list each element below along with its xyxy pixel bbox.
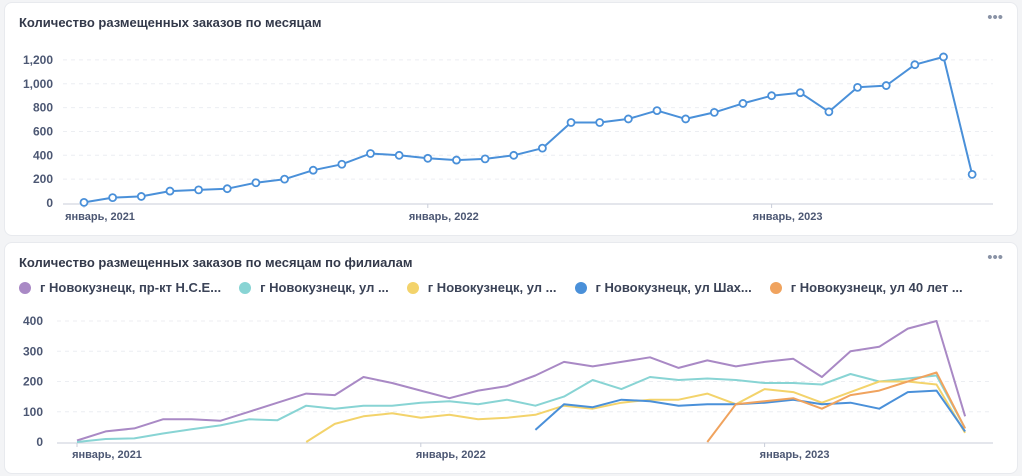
x-tick-label: январь, 2022 (416, 449, 486, 461)
data-point[interactable] (394, 150, 404, 160)
data-point[interactable] (509, 150, 519, 160)
data-point[interactable] (165, 186, 175, 196)
series-line-0[interactable] (83, 55, 974, 204)
data-point[interactable] (366, 149, 375, 158)
card-title: Количество размещенных заказов по месяца… (19, 255, 413, 270)
y-tick-label: 0 (46, 196, 53, 210)
more-options-icon[interactable]: ••• (987, 249, 1003, 266)
legend-dot (574, 281, 587, 294)
orders-by-branch-card: Количество размещенных заказов по месяца… (4, 242, 1018, 474)
y-tick-label: 400 (33, 148, 53, 162)
more-options-icon[interactable]: ••• (987, 9, 1003, 26)
chart-legend: г Новокузнецк, пр-кт Н.С.Е... г Новокузне… (19, 280, 981, 295)
data-point[interactable] (222, 184, 232, 194)
legend-dot (239, 281, 252, 294)
data-point[interactable] (452, 155, 461, 165)
data-point[interactable] (939, 52, 948, 62)
data-point[interactable] (595, 118, 605, 127)
x-tick-label: январь, 2022 (409, 211, 479, 223)
data-point[interactable] (881, 81, 891, 90)
y-tick-label: 200 (23, 375, 43, 389)
y-tick-label: 400 (23, 314, 43, 328)
data-point[interactable] (280, 174, 289, 184)
series-line-1[interactable] (76, 373, 966, 443)
data-point[interactable] (681, 114, 691, 124)
data-point[interactable] (709, 107, 719, 117)
legend-label: г Новокузнецк, пр-кт Н.С.Е... (40, 280, 222, 295)
data-point[interactable] (623, 114, 633, 124)
data-point[interactable] (652, 106, 662, 115)
data-point[interactable] (79, 198, 89, 207)
legend-dot (19, 281, 31, 294)
data-point[interactable] (566, 118, 576, 127)
branch-line-chart: 0 100 200 300 400 январь, 2021 январь, 2022 янв… (23, 314, 993, 461)
y-tick-label: 1,200 (23, 53, 53, 67)
x-tick-label: январь, 2023 (760, 449, 830, 461)
data-point[interactable] (910, 60, 920, 70)
legend-label: г Новокузнецк, ул ... (260, 280, 389, 295)
y-tick-label: 100 (23, 405, 43, 419)
x-tick-label: январь, 2021 (72, 449, 142, 461)
data-point[interactable] (308, 165, 318, 175)
legend-dot (406, 281, 419, 294)
x-tick-label: январь, 2021 (65, 211, 135, 223)
data-point[interactable] (337, 159, 347, 169)
legend-label: г Новокузнецк, ул ... (427, 280, 557, 295)
legend-item[interactable]: г Новокузнецк, пр-кт Н.С.Е... (19, 280, 221, 295)
data-point[interactable] (538, 143, 547, 153)
legend-item[interactable]: г Новокузнецк, ул ... (406, 280, 557, 295)
legend-item[interactable]: г Новокузнецк, ул ... (239, 280, 389, 295)
data-point[interactable] (194, 185, 204, 195)
legend-label: г Новокузнецк, ул Шах... (595, 280, 752, 295)
data-point[interactable] (767, 91, 776, 101)
y-tick-label: 200 (33, 172, 53, 186)
data-point[interactable] (136, 192, 146, 201)
data-point[interactable] (738, 99, 748, 108)
data-point[interactable] (251, 178, 261, 188)
y-tick-label: 1,000 (23, 77, 53, 91)
series-line-4[interactable] (706, 371, 966, 443)
card-title: Количество размещенных заказов по месяца… (19, 15, 322, 30)
data-point[interactable] (795, 88, 805, 98)
data-point[interactable] (423, 153, 433, 163)
orders-by-month-card: Количество размещенных заказов по месяца… (4, 2, 1018, 236)
orders-line-chart: 0 200 400 600 800 1,000 1,200 январь, 2021 январ… (23, 52, 993, 223)
y-tick-label: 300 (23, 344, 43, 358)
data-point[interactable] (967, 169, 977, 179)
legend-label: г Новокузнецк, ул 40 лет ... (790, 280, 963, 295)
y-tick-label: 600 (33, 124, 53, 138)
y-tick-label: 800 (33, 101, 53, 115)
data-point[interactable] (853, 82, 862, 92)
series-line-0[interactable] (76, 320, 967, 442)
x-tick-label: январь, 2023 (753, 211, 823, 223)
y-tick-label: 0 (36, 435, 43, 449)
legend-item[interactable]: г Новокузнецк, ул Шах... (574, 280, 752, 295)
data-point[interactable] (108, 193, 118, 203)
data-point[interactable] (824, 107, 834, 117)
legend-item[interactable]: г Новокузнецк, ул 40 лет ... (769, 280, 963, 295)
data-point[interactable] (480, 154, 490, 164)
legend-dot (769, 281, 782, 294)
